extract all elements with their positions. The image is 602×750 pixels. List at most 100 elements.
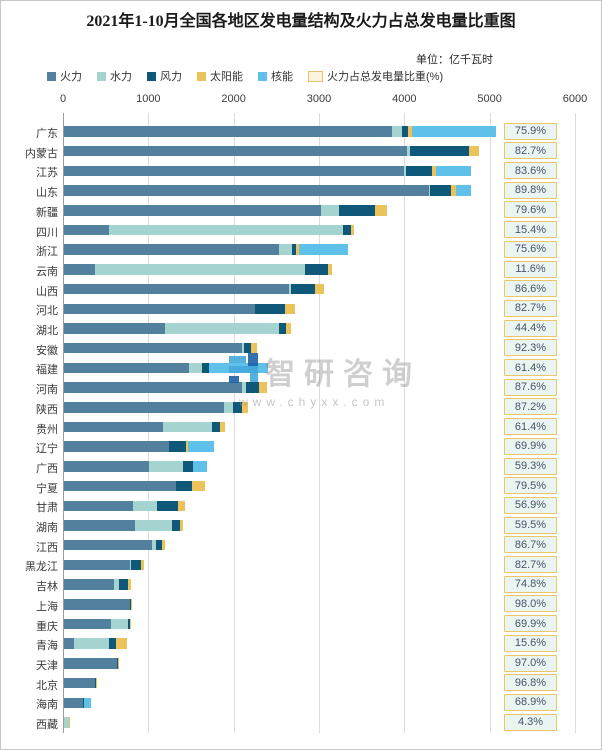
watermark-brand: 智研咨询 [265,358,421,391]
stacked-bar [64,539,166,551]
legend-label: 太阳能 [210,71,243,83]
bar-segment [189,362,203,374]
bar-segment [64,599,131,610]
legend-item-5: 火力占总发电量比重(%) [308,68,443,84]
bar-segment [180,520,183,531]
legend-item-2: 风力 [147,68,182,84]
bar-segment [286,323,291,334]
share-badge: 97.0% [504,654,557,672]
bar-segment [279,244,293,255]
stacked-bar [64,185,471,196]
bar-segment [127,618,130,630]
share-badge: 92.3% [504,339,557,357]
bar-segment [178,500,185,511]
bar-segment [187,441,214,452]
region-label: 贵州 [36,423,58,436]
bar-segment [305,264,329,275]
unit-label: 单位：亿千瓦时 [416,54,493,66]
region-label: 重庆 [36,620,58,633]
bar-segment [73,638,109,649]
stacked-bar [64,264,332,275]
share-badge: 87.2% [504,398,557,416]
x-tick-label: 2000 [221,93,246,105]
region-label: 安徽 [36,344,58,357]
region-label: 新疆 [36,206,58,219]
legend-swatch-icon [258,71,267,81]
bar-segment [401,126,409,137]
share-badge: 82.7% [504,299,557,317]
share-badge: 11.6% [504,260,557,278]
bar-segment [430,185,451,196]
share-badge: 82.7% [504,142,557,160]
share-badge: 61.4% [504,359,557,376]
share-badge: 15.4% [504,221,557,239]
legend-swatch-icon [308,70,323,82]
share-badge: 44.4% [504,319,557,337]
bar-segment [391,126,402,137]
gridline [575,113,576,733]
share-badge: 79.5% [504,477,557,495]
region-label: 北京 [36,679,58,692]
bar-segment [64,283,290,295]
bar-segment [162,421,213,433]
bar-segment [108,224,344,236]
bar-segment [232,402,242,413]
bar-segment [407,145,411,157]
bar-segment [328,264,332,275]
bar-segment [161,539,166,551]
stacked-bar [64,244,349,255]
bar-segment [182,461,193,472]
bar-segment [151,539,156,551]
bar-segment [279,323,287,334]
legend-swatch-icon [147,71,156,81]
bar-segment [128,579,131,590]
region-label: 江苏 [36,167,58,180]
share-badge: 98.0% [504,595,557,613]
bar-segment [299,244,349,255]
bar-segment [68,717,70,728]
region-label: 上海 [36,600,58,613]
region-label: 山东 [36,187,58,200]
bar-segment [115,638,127,649]
region-label: 甘肃 [36,502,58,515]
region-label: 河南 [36,384,58,397]
share-badge: 59.3% [504,457,557,475]
legend-swatch-icon [197,71,206,81]
stacked-bar [64,126,496,137]
bar-segment [110,618,128,630]
share-badge: 86.6% [504,280,557,298]
share-badge: 87.6% [504,378,557,396]
stacked-bar [64,441,214,452]
y-axis-line [63,113,64,733]
bar-segment [64,658,118,669]
share-badge: 68.9% [504,693,557,711]
bar-segment [64,618,111,630]
bar-segment [192,461,208,472]
bar-segment [202,362,210,374]
bar-segment [450,185,457,196]
region-label: 云南 [36,265,58,278]
bar-segment [155,539,162,551]
stacked-bar [64,579,131,590]
share-badge: 79.6% [504,201,557,219]
stacked-bar [64,362,269,374]
share-badge: 83.6% [504,162,557,179]
x-tick-label: 1000 [136,93,161,105]
share-badge: 69.9% [504,437,557,455]
bar-segment [64,579,114,590]
region-label: 江西 [36,541,58,554]
bar-segment [295,244,300,255]
stacked-bar [64,165,471,177]
share-badge: 59.5% [504,516,557,534]
region-label: 福建 [36,364,58,377]
bar-segment [64,126,392,137]
region-label: 天津 [36,659,58,672]
region-label: 山西 [36,285,58,298]
stacked-bar [64,677,97,689]
region-label: 河北 [36,305,58,318]
bar-segment [251,342,257,354]
bar-segment [117,658,118,669]
bar-segment [186,441,188,452]
bar-segment [64,303,255,314]
x-tick-label: 5000 [477,93,502,105]
